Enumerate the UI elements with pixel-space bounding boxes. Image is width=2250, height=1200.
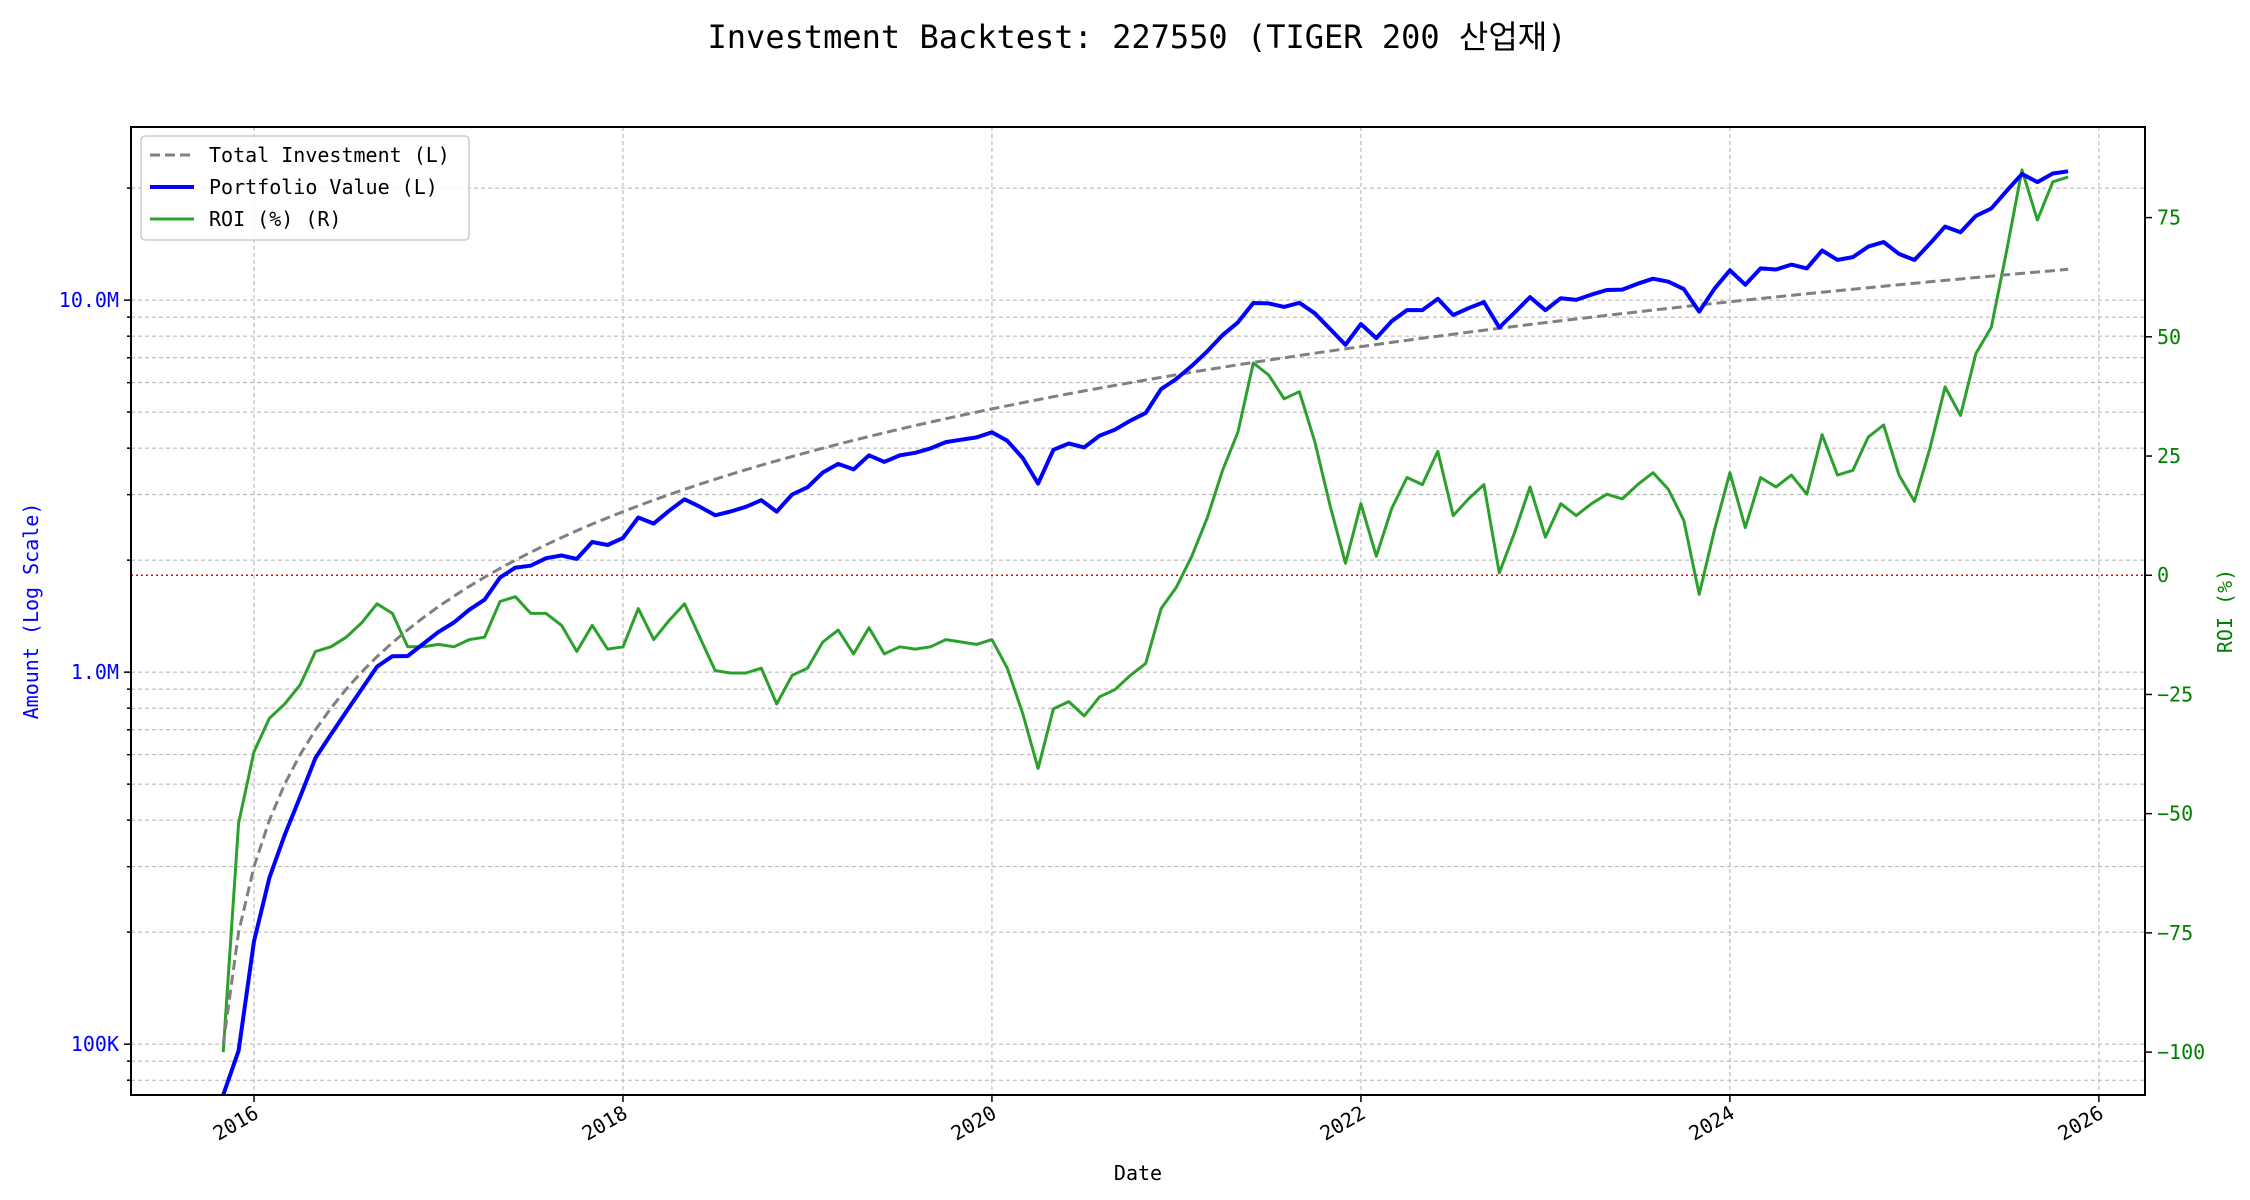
x-axis-label: Date xyxy=(1114,1161,1162,1185)
right-tick-label: 0 xyxy=(2157,563,2169,587)
legend-label-portfolio-value: Portfolio Value (L) xyxy=(209,175,438,199)
chart-title: Investment Backtest: 227550 (TIGER 200 산… xyxy=(708,18,1567,56)
legend-box xyxy=(140,135,470,241)
left-y-axis-label: Amount (Log Scale) xyxy=(19,503,43,720)
right-tick-label: 25 xyxy=(2157,444,2181,468)
right-tick-label: −50 xyxy=(2157,802,2193,826)
x-tick-label: 2026 xyxy=(2054,1101,2108,1146)
x-tick-label: 2024 xyxy=(1685,1101,1739,1146)
x-axis: 2016 2018 2020 2022 2024 2026 xyxy=(209,1095,2108,1146)
legend: Total Investment (L) Portfolio Value (L)… xyxy=(140,135,470,241)
x-tick-label: 2020 xyxy=(947,1101,1001,1146)
plot-frame xyxy=(130,126,2146,1096)
right-tick-label: −25 xyxy=(2157,682,2193,706)
x-tick-label: 2022 xyxy=(1316,1101,1370,1146)
x-tick-label: 2016 xyxy=(209,1101,263,1146)
legend-label-total-investment: Total Investment (L) xyxy=(209,143,450,167)
right-y-axis-label: ROI (%) xyxy=(2213,569,2237,653)
left-tick-label: 10.0M xyxy=(59,288,119,312)
series-lines xyxy=(221,168,2069,1095)
portfolio-value-line xyxy=(221,169,2069,1095)
total-investment-line xyxy=(221,267,2069,1045)
roi-line xyxy=(221,168,2069,1053)
right-tick-label: 50 xyxy=(2157,325,2181,349)
right-tick-label: 75 xyxy=(2157,206,2181,230)
x-tick-label: 2018 xyxy=(578,1101,632,1146)
left-tick-label: 100K xyxy=(71,1032,119,1056)
right-tick-label: −100 xyxy=(2157,1040,2205,1064)
left-tick-label: 1.0M xyxy=(71,660,119,684)
left-y-axis: 100K 1.0M 10.0M xyxy=(59,187,131,1081)
legend-label-roi: ROI (%) (R) xyxy=(209,207,341,231)
right-y-axis: −100 −75 −50 −25 0 25 50 75 xyxy=(2145,206,2205,1064)
right-tick-label: −75 xyxy=(2157,921,2193,945)
